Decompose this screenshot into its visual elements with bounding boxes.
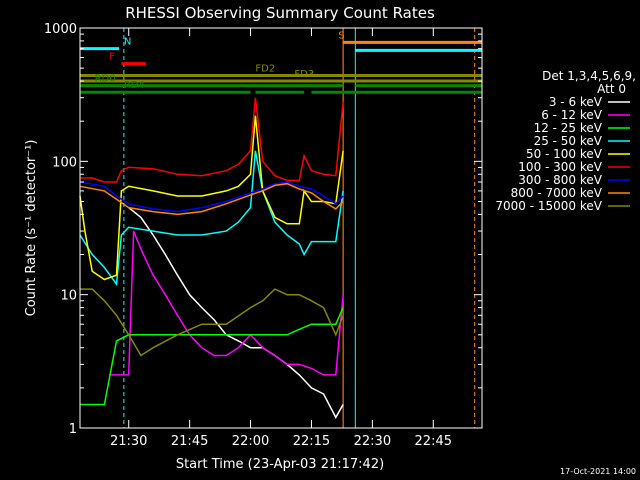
flag-label-s: S	[338, 30, 344, 41]
legend-label-4: 50 - 100 keV	[526, 147, 603, 161]
legend-label-5: 100 - 300 keV	[518, 160, 602, 174]
plot-frame	[79, 27, 483, 429]
flag-label-fd3: FD3	[294, 69, 314, 80]
axes-layer: 1 10 100 1000 21:30 21:45 22:00 22:15 22:30 22:45	[44, 22, 482, 449]
x-tick-label-1: 21:45	[171, 434, 208, 449]
x-tick-label-0: 21:30	[110, 434, 147, 449]
x-tick-label-4: 22:30	[354, 434, 391, 449]
footer-timestamp: 17-Oct-2021 14:00	[560, 467, 636, 476]
legend-label-6: 300 - 800 keV	[518, 173, 602, 187]
y-tick-label-1: 10	[60, 289, 77, 304]
y-tick-label-0: 1	[69, 422, 77, 437]
series-line-1	[109, 230, 344, 376]
x-axis-label: Start Time (23-Apr-03 21:17:42)	[176, 457, 384, 472]
flag-label-rd0: RD0	[95, 74, 116, 85]
y-axis-label: Count Rate (s⁻¹ detector⁻¹)	[24, 140, 39, 317]
legend-label-1: 6 - 12 keV	[541, 108, 603, 122]
series-line-2	[80, 307, 344, 406]
x-tick-label-2: 22:00	[232, 434, 269, 449]
legend-label-8: 7000 - 15000 keV	[495, 199, 602, 213]
legend-label-7: 800 - 7000 keV	[511, 186, 603, 200]
series-line-3	[79, 150, 344, 287]
flag-label-f: F	[109, 52, 115, 63]
y-tick-label-2: 100	[52, 155, 77, 170]
series-line-0	[128, 207, 344, 419]
flag-label-fd2: FD2	[255, 64, 275, 75]
legend-label-2: 12 - 25 keV	[534, 121, 603, 135]
legend-header-2: Att 0	[597, 82, 626, 96]
legend-label-3: 25 - 50 keV	[534, 134, 603, 148]
chart-title: RHESSI Observing Summary Count Rates	[125, 4, 435, 22]
series-line-7	[79, 182, 344, 216]
series-line-4	[79, 115, 344, 281]
series-line-8	[80, 288, 344, 357]
legend-label-0: 3 - 6 keV	[549, 95, 603, 109]
x-tick-label-5: 22:45	[415, 434, 452, 449]
x-tick-label-3: 22:15	[293, 434, 330, 449]
series-layer	[79, 97, 344, 419]
series-line-6	[79, 181, 344, 213]
legend-header-1: Det 1,3,4,5,6,9,	[542, 69, 636, 83]
vertical-lines	[123, 28, 476, 428]
flag-label-rd4: RD4	[124, 80, 145, 91]
flag-label-n: N	[124, 37, 131, 48]
flags-layer: NF S FD2 FD3 RD0 RD4	[80, 30, 482, 94]
y-tick-label-3: 1000	[44, 22, 77, 37]
series-line-5	[80, 97, 344, 183]
